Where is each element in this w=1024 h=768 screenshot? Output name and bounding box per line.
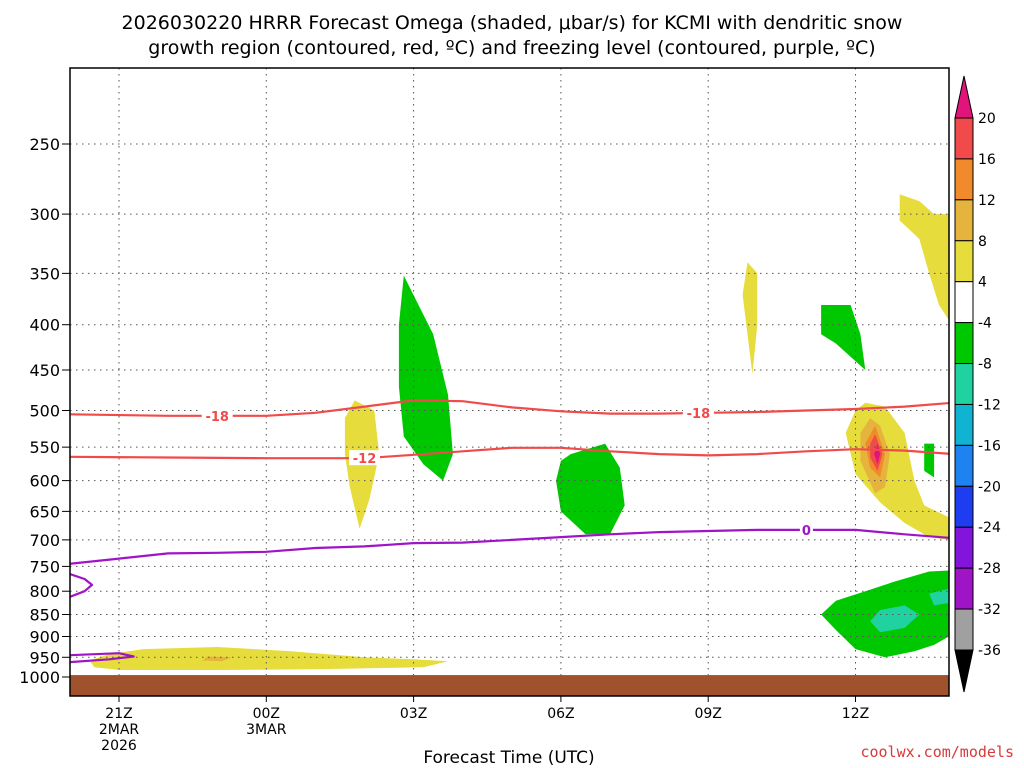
- contour-layer: -18 -18 -12 0: [70, 399, 949, 664]
- colorbar-label-5: -4: [978, 316, 992, 332]
- x-axis-title: Forecast Time (UTC): [423, 748, 594, 768]
- colorbar-segment-12: [954, 608, 974, 651]
- y-tick-label-900: 900: [29, 627, 60, 646]
- contour-label-bg-0-1: [682, 404, 714, 420]
- colorbar-segment-5: [954, 322, 974, 365]
- omega-region-1: [556, 443, 625, 535]
- colorbar-segment-9: [954, 485, 974, 528]
- x-tick-label-3-0: 00Z: [253, 706, 280, 722]
- contour-4: [70, 652, 135, 664]
- colorbar-label-8: -16: [978, 438, 1001, 454]
- y-tick-label-500: 500: [29, 402, 60, 421]
- y-tick-label-450: 450: [29, 361, 60, 380]
- y-tick-label-250: 250: [29, 135, 60, 154]
- colorbar-top-arrow: [954, 75, 974, 119]
- x-tick-label-0-2: 2026: [101, 738, 137, 754]
- colorbar-segment-1: [954, 158, 974, 201]
- y-tick-label-550: 550: [29, 438, 60, 457]
- colorbar-segment-3: [954, 240, 974, 283]
- colorbar-label-6: -8: [978, 357, 992, 373]
- x-tick-label-15-0: 12Z: [842, 706, 869, 722]
- contour-label-0-1: -18: [687, 407, 711, 422]
- colorbar-segment-8: [954, 444, 974, 487]
- y-axis-ticks: 250 300 350 400 450 500 550 600 650 700 750 800 850 9…: [19, 135, 70, 687]
- y-tick-label-850: 850: [29, 606, 60, 625]
- ground-surface: [70, 675, 949, 696]
- omega-region-6: [929, 588, 949, 606]
- chart-title-line-2: growth region (contoured, red, ºC) and f…: [148, 37, 875, 59]
- contour-label-bg-0-0: [201, 407, 233, 423]
- colorbar-segment-6: [954, 363, 974, 405]
- y-tick-label-750: 750: [29, 557, 60, 576]
- plot-frame: [69, 67, 950, 697]
- colorbar-segment-4: [954, 281, 974, 324]
- y-tick-label-650: 650: [29, 502, 60, 521]
- y-tick-label-600: 600: [29, 472, 60, 491]
- x-tick-label-12-0: 09Z: [694, 706, 721, 722]
- omega-region-11: [89, 647, 448, 670]
- omega-region-16: [874, 443, 881, 465]
- y-tick-label-950: 950: [29, 648, 60, 667]
- omega-region-9: [899, 194, 949, 320]
- y-tick-label-400: 400: [29, 316, 60, 335]
- ground-layer: [70, 675, 949, 696]
- contour-label-0-0: -18: [205, 410, 229, 425]
- colorbar-label-1: 16: [978, 152, 996, 168]
- colorbar-segment-0: [954, 117, 974, 160]
- colorbar-label-3: 8: [978, 234, 987, 250]
- y-tick-label-700: 700: [29, 531, 60, 550]
- colorbar-segment-7: [954, 403, 974, 446]
- colorbar-segment-10: [954, 526, 974, 569]
- x-tick-label-0-0: 21Z: [105, 706, 132, 722]
- colorbar-label-9: -20: [978, 479, 1001, 495]
- omega-region-0: [398, 275, 453, 481]
- colorbar-segment-2: [954, 199, 974, 242]
- colorbar-label-12: -32: [978, 602, 1001, 618]
- omega-region-3: [924, 443, 935, 478]
- colorbar-label-2: 12: [978, 193, 996, 209]
- colorbar-label-0: 20: [978, 111, 996, 127]
- contour-3: [70, 572, 94, 598]
- contour-label-2-0: 0: [802, 524, 811, 539]
- omega-region-8: [742, 262, 758, 375]
- colorbar-label-11: -28: [978, 561, 1001, 577]
- x-tick-label-0-1: 2MAR: [99, 722, 140, 738]
- colorbar-label-7: -12: [978, 397, 1001, 413]
- omega-region-2: [821, 305, 866, 370]
- colorbar-bottom-arrow: [954, 649, 974, 693]
- y-tick-label-1000: 1000: [19, 668, 60, 687]
- colorbar-label-13: -36: [978, 643, 1001, 659]
- omega-region-13: [202, 656, 232, 662]
- contour-label-bg-1-0: [349, 450, 380, 466]
- colorbar-label-4: 4: [978, 275, 987, 291]
- x-tick-label-3-1: 3MAR: [246, 722, 287, 738]
- contour-0: [70, 399, 949, 417]
- x-tick-label-6-0: 03Z: [400, 706, 427, 722]
- colorbar-segment-11: [954, 567, 974, 610]
- grid-layer: [70, 68, 949, 696]
- chart-title-line-1: 2026030220 HRRR Forecast Omega (shaded, …: [122, 12, 903, 34]
- contour-1: [70, 446, 949, 460]
- contour-label-1-0: -12: [353, 452, 377, 467]
- y-tick-label-350: 350: [29, 264, 60, 283]
- source-credit: coolwx.com/models: [860, 743, 1014, 761]
- contour-2: [70, 528, 949, 565]
- y-tick-label-800: 800: [29, 582, 60, 601]
- omega-shading-layer: [89, 194, 949, 670]
- contour-label-bg-2-0: [799, 521, 813, 537]
- y-tick-label-300: 300: [29, 205, 60, 224]
- x-tick-label-9-0: 06Z: [547, 706, 574, 722]
- colorbar-label-10: -24: [978, 520, 1001, 536]
- colorbar: 20 16 12 8 4 -4 -8 -12 -16 -20 -24 -28 -32 -36: [954, 75, 1001, 693]
- omega-region-5: [870, 605, 920, 633]
